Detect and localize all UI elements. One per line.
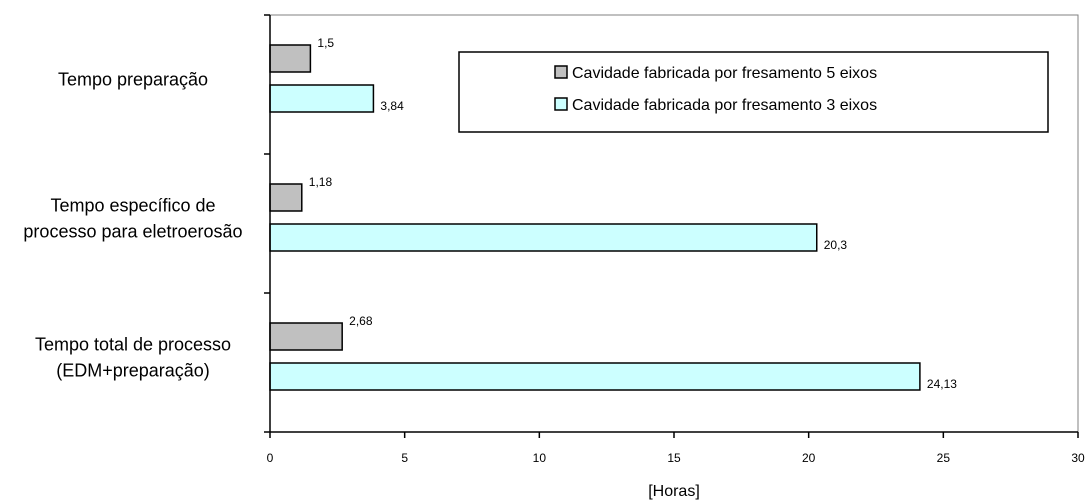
x-tick-label: 5 <box>401 451 408 465</box>
legend-entry: Cavidade fabricada por fresamento 3 eixo… <box>572 97 877 114</box>
category-label: (EDM+preparação) <box>56 361 210 381</box>
legend-box <box>458 51 1049 133</box>
bar <box>269 84 375 113</box>
plot-area <box>269 44 921 391</box>
x-axis-title: [Horas] <box>648 483 700 500</box>
x-tick-label: 15 <box>667 451 681 465</box>
category-label: Tempo preparação <box>58 70 208 90</box>
legend-entry: Cavidade fabricada por fresamento 5 eixo… <box>572 65 877 82</box>
x-tick-label: 30 <box>1071 451 1085 465</box>
data-label: 1,18 <box>309 175 333 189</box>
legend-swatch <box>554 97 568 111</box>
category-label: Tempo específico de <box>50 196 215 216</box>
data-label: 3,84 <box>380 99 404 113</box>
labels: 0 5 10 15 20 25 30 [Horas] 1,5 3,84 Tempo preparaç… <box>23 36 1085 500</box>
x-tick-label: 0 <box>267 451 274 465</box>
data-label: 1,5 <box>317 36 334 50</box>
data-label: 2,68 <box>349 314 373 328</box>
bar <box>269 322 343 351</box>
data-label: 24,13 <box>927 377 957 391</box>
category-label: processo para eletroerosão <box>23 222 242 242</box>
x-tick-label: 25 <box>937 451 951 465</box>
bar <box>269 223 818 252</box>
bar <box>269 183 303 212</box>
legend: Cavidade fabricada por fresamento 5 eixo… <box>458 51 1049 133</box>
legend-swatch <box>554 65 568 79</box>
x-tick-label: 10 <box>533 451 547 465</box>
data-label: 20,3 <box>824 238 848 252</box>
x-tick-label: 20 <box>802 451 816 465</box>
bar <box>269 44 312 73</box>
bar <box>269 362 921 391</box>
category-label: Tempo total de processo <box>35 335 231 355</box>
axes <box>264 14 1079 438</box>
